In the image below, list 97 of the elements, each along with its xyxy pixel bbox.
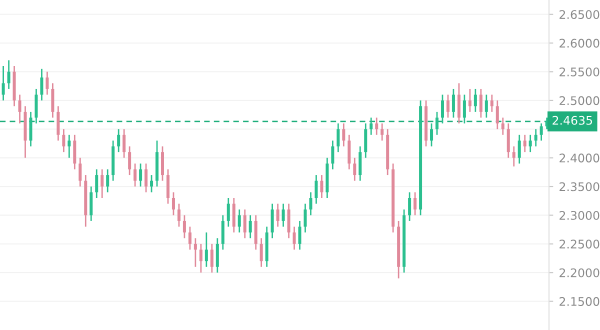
candlestick [122, 128, 126, 159]
candlestick [523, 134, 526, 153]
candlestick [78, 157, 82, 188]
candlestick [364, 122, 368, 159]
candlestick [139, 162, 142, 188]
candlestick [188, 226, 192, 250]
candlestick [534, 128, 538, 148]
candlestick [446, 94, 450, 118]
candlestick [479, 88, 482, 118]
candlestick [518, 134, 521, 164]
candlestick [370, 116, 373, 136]
y-tick-label: 2.2000 [560, 268, 600, 278]
ref-line-label: 2.4635 [552, 116, 592, 125]
y-tick-label: 2.1500 [560, 297, 600, 306]
candlestick [276, 203, 280, 228]
candlestick [440, 94, 444, 124]
candlestick [62, 128, 66, 153]
candlestick [134, 162, 137, 188]
candlestick [353, 157, 356, 182]
candlestick [204, 232, 208, 268]
candlestick [435, 111, 439, 136]
candlestick [474, 88, 477, 113]
candlestick [260, 237, 263, 268]
candlestick [304, 203, 307, 234]
candlestick [501, 116, 504, 136]
candlestick [380, 122, 384, 142]
candlestick [144, 162, 148, 193]
candlestick [232, 197, 236, 234]
candlestick [468, 88, 472, 113]
candlestick [100, 168, 104, 199]
candlestick [414, 192, 417, 216]
candlestick [226, 197, 230, 228]
candlestick [320, 174, 324, 199]
candlestick [430, 122, 434, 148]
candlestick [150, 174, 154, 193]
y-tick-label: 2.6500 [560, 10, 600, 19]
candlestick [248, 214, 252, 239]
candlestick [51, 82, 54, 118]
candlestick [34, 88, 38, 124]
candlestick [90, 186, 93, 222]
candlestick [56, 105, 60, 142]
candlestick [166, 168, 170, 204]
candlestick [292, 226, 296, 250]
y-tick-label: 2.3500 [560, 182, 600, 192]
candlestick [348, 134, 351, 170]
candlestick [331, 140, 334, 170]
candlestick [298, 220, 302, 250]
candlestick [128, 146, 132, 176]
candlestick [336, 122, 340, 153]
candlestick [484, 94, 488, 118]
candlestick [375, 116, 378, 136]
candlestick [342, 122, 346, 148]
candlestick [18, 94, 22, 124]
candlestick [408, 192, 412, 222]
candlestick [540, 122, 543, 142]
candlestick [270, 203, 274, 239]
candlestick [462, 94, 466, 124]
candlestick [46, 71, 49, 96]
candlestick [238, 208, 241, 234]
y-tick-label: 2.5000 [560, 96, 600, 106]
candlestick [216, 237, 219, 274]
candlestick [2, 65, 5, 102]
y-tick-label: 2.6000 [560, 38, 600, 48]
candlestick [314, 174, 318, 204]
candlestick [40, 68, 44, 102]
y-tick-label: 2.5500 [560, 67, 600, 76]
candlestick [194, 237, 197, 268]
candlestick [199, 243, 202, 274]
candlestick [7, 60, 10, 90]
y-tick-label: 2.2500 [560, 240, 600, 249]
candlestick [29, 111, 32, 148]
candlestick [452, 88, 455, 118]
candlestick [512, 146, 516, 168]
candlestick [106, 168, 110, 193]
candlestick [287, 203, 290, 239]
candlestick [358, 146, 362, 182]
candlestick [528, 134, 532, 153]
candlestick [243, 208, 246, 239]
candlestick [221, 214, 224, 250]
candlestick [160, 146, 164, 182]
candlestick [210, 243, 214, 274]
candlestick [117, 128, 120, 153]
candlestick [73, 134, 76, 170]
candlestick [68, 134, 71, 159]
candlestick [182, 214, 186, 239]
candlestick [177, 203, 180, 228]
candlestick [490, 94, 494, 113]
candlestick [309, 192, 312, 216]
candlestick [506, 122, 510, 159]
candlestick [172, 192, 175, 216]
candlestick [457, 82, 460, 124]
candlestick [95, 168, 98, 199]
candlestick [254, 214, 258, 250]
y-tick-label: 2.4000 [560, 154, 600, 162]
y-tick-label: 2.3000 [560, 210, 600, 220]
candlestick [496, 100, 499, 130]
candlestick [282, 203, 285, 228]
